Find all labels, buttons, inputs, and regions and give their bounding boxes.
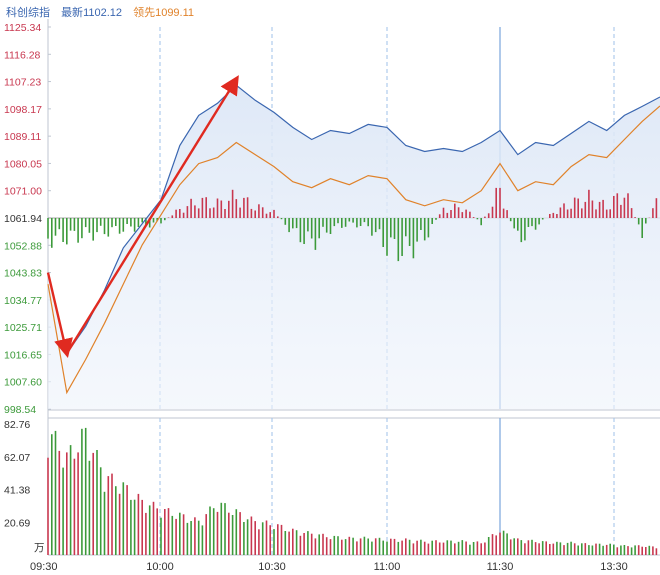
y-tick-label: 1098.17 xyxy=(4,104,42,116)
y-tick-label: 1089.11 xyxy=(4,131,41,143)
price-lines xyxy=(47,84,660,395)
y-tick-label: 1034.77 xyxy=(4,295,42,307)
latest-price-line xyxy=(47,84,660,355)
y-tick-label: 1052.88 xyxy=(4,240,42,252)
y-tick-label: 998.54 xyxy=(4,404,36,416)
annotations xyxy=(46,75,239,359)
leading-price: 领先1099.11 xyxy=(133,7,194,19)
y-tick-label: 1043.83 xyxy=(4,268,42,280)
price-area xyxy=(48,85,660,410)
x-tick-label: 13:30 xyxy=(600,561,628,573)
volume-tick-label: 41.38 xyxy=(4,485,30,497)
y-tick-label: 1071.00 xyxy=(4,186,42,198)
volume-tick-label: 62.07 xyxy=(4,452,30,464)
x-tick-label: 11:00 xyxy=(374,561,401,573)
volume-tick-label: 20.69 xyxy=(4,517,30,529)
y-tick-label: 1016.65 xyxy=(4,349,42,361)
y-tick-label: 1125.34 xyxy=(4,22,41,34)
leading-label: 领先 xyxy=(133,7,156,19)
volume-unit-label: 万 xyxy=(34,542,45,554)
y-tick-label: 1107.23 xyxy=(4,77,41,89)
annotation-arrow xyxy=(65,75,239,355)
leading-value: 1099.11 xyxy=(155,7,195,19)
y-tick-label: 1007.60 xyxy=(4,377,42,389)
volume-bars xyxy=(47,427,658,555)
axis-labels: 1125.34 1116.28 1107.23 1098.17 1089.11 1080.… xyxy=(4,22,628,573)
y-tick-label: 1061.94 xyxy=(4,213,42,225)
latest-label: 最新 xyxy=(61,7,84,19)
x-tick-label: 10:00 xyxy=(146,561,174,573)
latest-area-fill xyxy=(48,85,660,410)
y-tick-label: 1080.05 xyxy=(4,158,42,170)
y-tick-label: 1025.71 xyxy=(4,322,42,334)
y-tick-label: 1116.28 xyxy=(4,49,41,61)
latest-value: 1102.12 xyxy=(83,7,123,19)
diff-bars xyxy=(47,187,658,262)
latest-price: 最新1102.12 xyxy=(61,7,122,19)
x-tick-label: 09:30 xyxy=(30,561,58,573)
x-tick-label: 11:30 xyxy=(487,561,514,573)
index-name: 科创综指 xyxy=(6,7,50,19)
volume-tick-label: 82.76 xyxy=(4,419,30,431)
x-tick-label: 10:30 xyxy=(258,561,286,573)
leading-price-line xyxy=(47,105,660,395)
chart-header: 科创综指 最新1102.12 领先1099.11 xyxy=(6,4,202,20)
annotation-arrow xyxy=(46,272,73,359)
